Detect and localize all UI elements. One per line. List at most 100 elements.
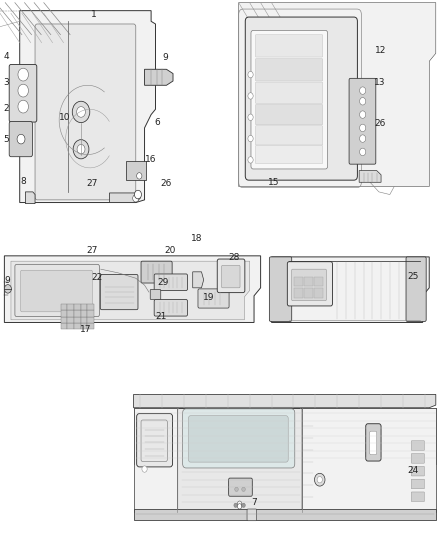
FancyBboxPatch shape [126,161,146,180]
FancyBboxPatch shape [366,424,381,461]
Circle shape [133,195,139,202]
Circle shape [360,148,366,156]
Text: 19: 19 [203,293,214,302]
FancyBboxPatch shape [87,310,94,317]
Circle shape [77,107,85,117]
Circle shape [360,87,366,94]
FancyBboxPatch shape [67,323,74,329]
Polygon shape [134,408,177,512]
Polygon shape [302,408,436,512]
Text: 4: 4 [4,52,9,61]
FancyBboxPatch shape [255,59,323,81]
FancyBboxPatch shape [137,414,173,467]
FancyBboxPatch shape [370,431,377,455]
FancyBboxPatch shape [67,304,74,310]
FancyBboxPatch shape [304,288,313,298]
Text: 24: 24 [407,466,418,474]
FancyBboxPatch shape [255,82,323,103]
FancyBboxPatch shape [188,416,288,462]
FancyBboxPatch shape [222,265,240,288]
Text: 3: 3 [3,78,9,87]
FancyBboxPatch shape [251,30,328,169]
FancyBboxPatch shape [269,257,292,321]
FancyBboxPatch shape [287,262,332,306]
FancyBboxPatch shape [87,304,94,310]
FancyBboxPatch shape [304,277,313,286]
Circle shape [360,98,366,105]
FancyBboxPatch shape [411,492,424,502]
FancyBboxPatch shape [229,478,252,496]
Text: 20: 20 [164,246,176,255]
FancyBboxPatch shape [15,264,99,317]
Circle shape [234,503,237,507]
Polygon shape [11,261,250,320]
FancyBboxPatch shape [61,304,67,310]
Polygon shape [134,394,436,408]
FancyBboxPatch shape [81,310,87,317]
Text: 15: 15 [268,178,279,187]
Circle shape [314,473,325,486]
Text: 26: 26 [160,180,171,188]
FancyBboxPatch shape [255,104,323,125]
Circle shape [360,124,366,132]
FancyBboxPatch shape [9,64,37,122]
FancyBboxPatch shape [247,509,257,521]
Circle shape [248,157,253,163]
Circle shape [235,487,238,491]
FancyBboxPatch shape [61,317,67,323]
FancyBboxPatch shape [74,323,81,329]
Text: 7: 7 [251,498,257,506]
FancyBboxPatch shape [406,257,426,321]
FancyBboxPatch shape [154,274,187,290]
Text: 2: 2 [4,104,9,113]
Circle shape [317,477,322,483]
FancyBboxPatch shape [150,289,161,300]
Text: 12: 12 [374,46,386,54]
Polygon shape [134,408,436,464]
FancyBboxPatch shape [292,269,326,301]
Polygon shape [177,408,302,512]
FancyBboxPatch shape [154,300,187,316]
FancyBboxPatch shape [183,409,295,468]
Text: 28: 28 [229,254,240,262]
Text: 9: 9 [4,276,10,285]
Circle shape [4,285,11,293]
FancyBboxPatch shape [255,35,323,57]
Circle shape [72,101,90,123]
Circle shape [237,501,242,506]
FancyBboxPatch shape [411,479,424,489]
FancyBboxPatch shape [141,261,172,283]
Text: 25: 25 [408,272,419,280]
Text: 27: 27 [86,246,98,255]
Circle shape [17,134,25,144]
FancyBboxPatch shape [81,323,87,329]
FancyBboxPatch shape [61,323,67,329]
FancyBboxPatch shape [21,270,92,312]
Polygon shape [239,3,436,187]
FancyBboxPatch shape [349,78,376,164]
FancyBboxPatch shape [87,317,94,323]
FancyBboxPatch shape [255,126,323,145]
Circle shape [360,135,366,142]
Text: 21: 21 [155,312,167,321]
Text: 1: 1 [91,11,97,19]
Circle shape [242,503,245,507]
Circle shape [18,84,28,97]
Polygon shape [134,509,436,520]
Circle shape [73,140,89,159]
Text: 10: 10 [59,113,71,122]
FancyBboxPatch shape [100,274,138,310]
FancyBboxPatch shape [411,466,424,476]
FancyBboxPatch shape [198,289,229,308]
FancyBboxPatch shape [411,454,424,463]
FancyBboxPatch shape [294,277,303,286]
FancyBboxPatch shape [141,420,167,462]
Text: 26: 26 [374,119,386,128]
Circle shape [137,173,142,179]
Text: 27: 27 [86,180,98,188]
Circle shape [248,135,253,142]
FancyBboxPatch shape [81,304,87,310]
FancyBboxPatch shape [74,310,81,317]
Circle shape [18,68,28,81]
Polygon shape [145,69,173,85]
